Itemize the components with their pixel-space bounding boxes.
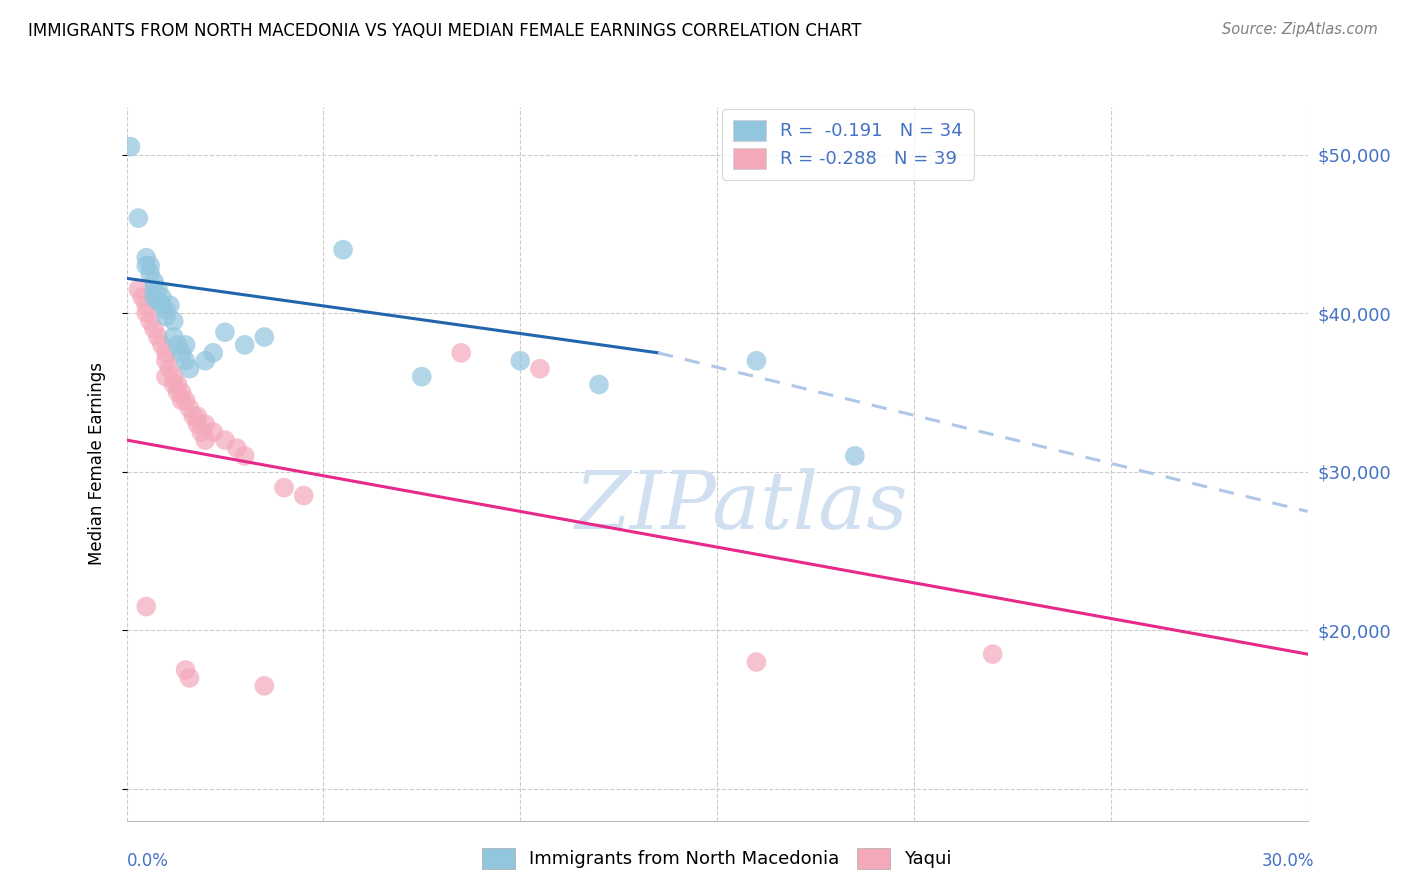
- Point: [155, 303, 177, 318]
- Point: [159, 298, 181, 312]
- Point: [174, 393, 197, 408]
- Point: [135, 298, 157, 312]
- Point: [146, 293, 169, 308]
- Point: [411, 369, 433, 384]
- Point: [146, 330, 169, 344]
- Point: [233, 449, 256, 463]
- Point: [745, 353, 768, 368]
- Y-axis label: Median Female Earnings: Median Female Earnings: [87, 362, 105, 566]
- Point: [332, 243, 354, 257]
- Point: [529, 361, 551, 376]
- Point: [139, 267, 162, 281]
- Point: [273, 481, 295, 495]
- Point: [183, 409, 205, 424]
- Point: [202, 425, 225, 439]
- Point: [194, 433, 217, 447]
- Point: [155, 310, 177, 324]
- Point: [174, 338, 197, 352]
- Point: [163, 377, 186, 392]
- Point: [179, 401, 201, 416]
- Point: [135, 306, 157, 320]
- Text: 0.0%: 0.0%: [127, 852, 169, 870]
- Point: [150, 290, 173, 304]
- Point: [170, 346, 193, 360]
- Legend: Immigrants from North Macedonia, Yaqui: Immigrants from North Macedonia, Yaqui: [475, 840, 959, 876]
- Point: [981, 647, 1004, 661]
- Point: [139, 259, 162, 273]
- Point: [131, 290, 153, 304]
- Point: [166, 377, 188, 392]
- Point: [139, 314, 162, 328]
- Point: [166, 338, 188, 352]
- Point: [186, 409, 208, 424]
- Point: [202, 346, 225, 360]
- Point: [588, 377, 610, 392]
- Point: [233, 338, 256, 352]
- Point: [179, 671, 201, 685]
- Point: [509, 353, 531, 368]
- Text: Source: ZipAtlas.com: Source: ZipAtlas.com: [1222, 22, 1378, 37]
- Point: [844, 449, 866, 463]
- Point: [159, 361, 181, 376]
- Point: [150, 298, 173, 312]
- Point: [170, 393, 193, 408]
- Point: [135, 251, 157, 265]
- Point: [143, 275, 166, 289]
- Point: [174, 353, 197, 368]
- Point: [146, 282, 169, 296]
- Point: [194, 353, 217, 368]
- Point: [155, 369, 177, 384]
- Point: [179, 361, 201, 376]
- Point: [194, 417, 217, 432]
- Point: [214, 325, 236, 339]
- Point: [745, 655, 768, 669]
- Text: IMMIGRANTS FROM NORTH MACEDONIA VS YAQUI MEDIAN FEMALE EARNINGS CORRELATION CHAR: IMMIGRANTS FROM NORTH MACEDONIA VS YAQUI…: [28, 22, 862, 40]
- Point: [143, 322, 166, 336]
- Point: [120, 139, 142, 153]
- Point: [163, 330, 186, 344]
- Point: [170, 385, 193, 400]
- Point: [190, 425, 212, 439]
- Point: [450, 346, 472, 360]
- Point: [225, 441, 247, 455]
- Point: [143, 282, 166, 296]
- Point: [174, 663, 197, 677]
- Point: [214, 433, 236, 447]
- Point: [155, 353, 177, 368]
- Point: [163, 314, 186, 328]
- Point: [135, 259, 157, 273]
- Point: [127, 211, 149, 225]
- Point: [143, 290, 166, 304]
- Point: [292, 489, 315, 503]
- Text: 30.0%: 30.0%: [1263, 852, 1315, 870]
- Point: [166, 385, 188, 400]
- Point: [186, 417, 208, 432]
- Point: [127, 282, 149, 296]
- Point: [253, 330, 276, 344]
- Point: [163, 369, 186, 384]
- Point: [135, 599, 157, 614]
- Point: [155, 346, 177, 360]
- Point: [253, 679, 276, 693]
- Text: ZIPatlas: ZIPatlas: [574, 468, 907, 545]
- Point: [150, 338, 173, 352]
